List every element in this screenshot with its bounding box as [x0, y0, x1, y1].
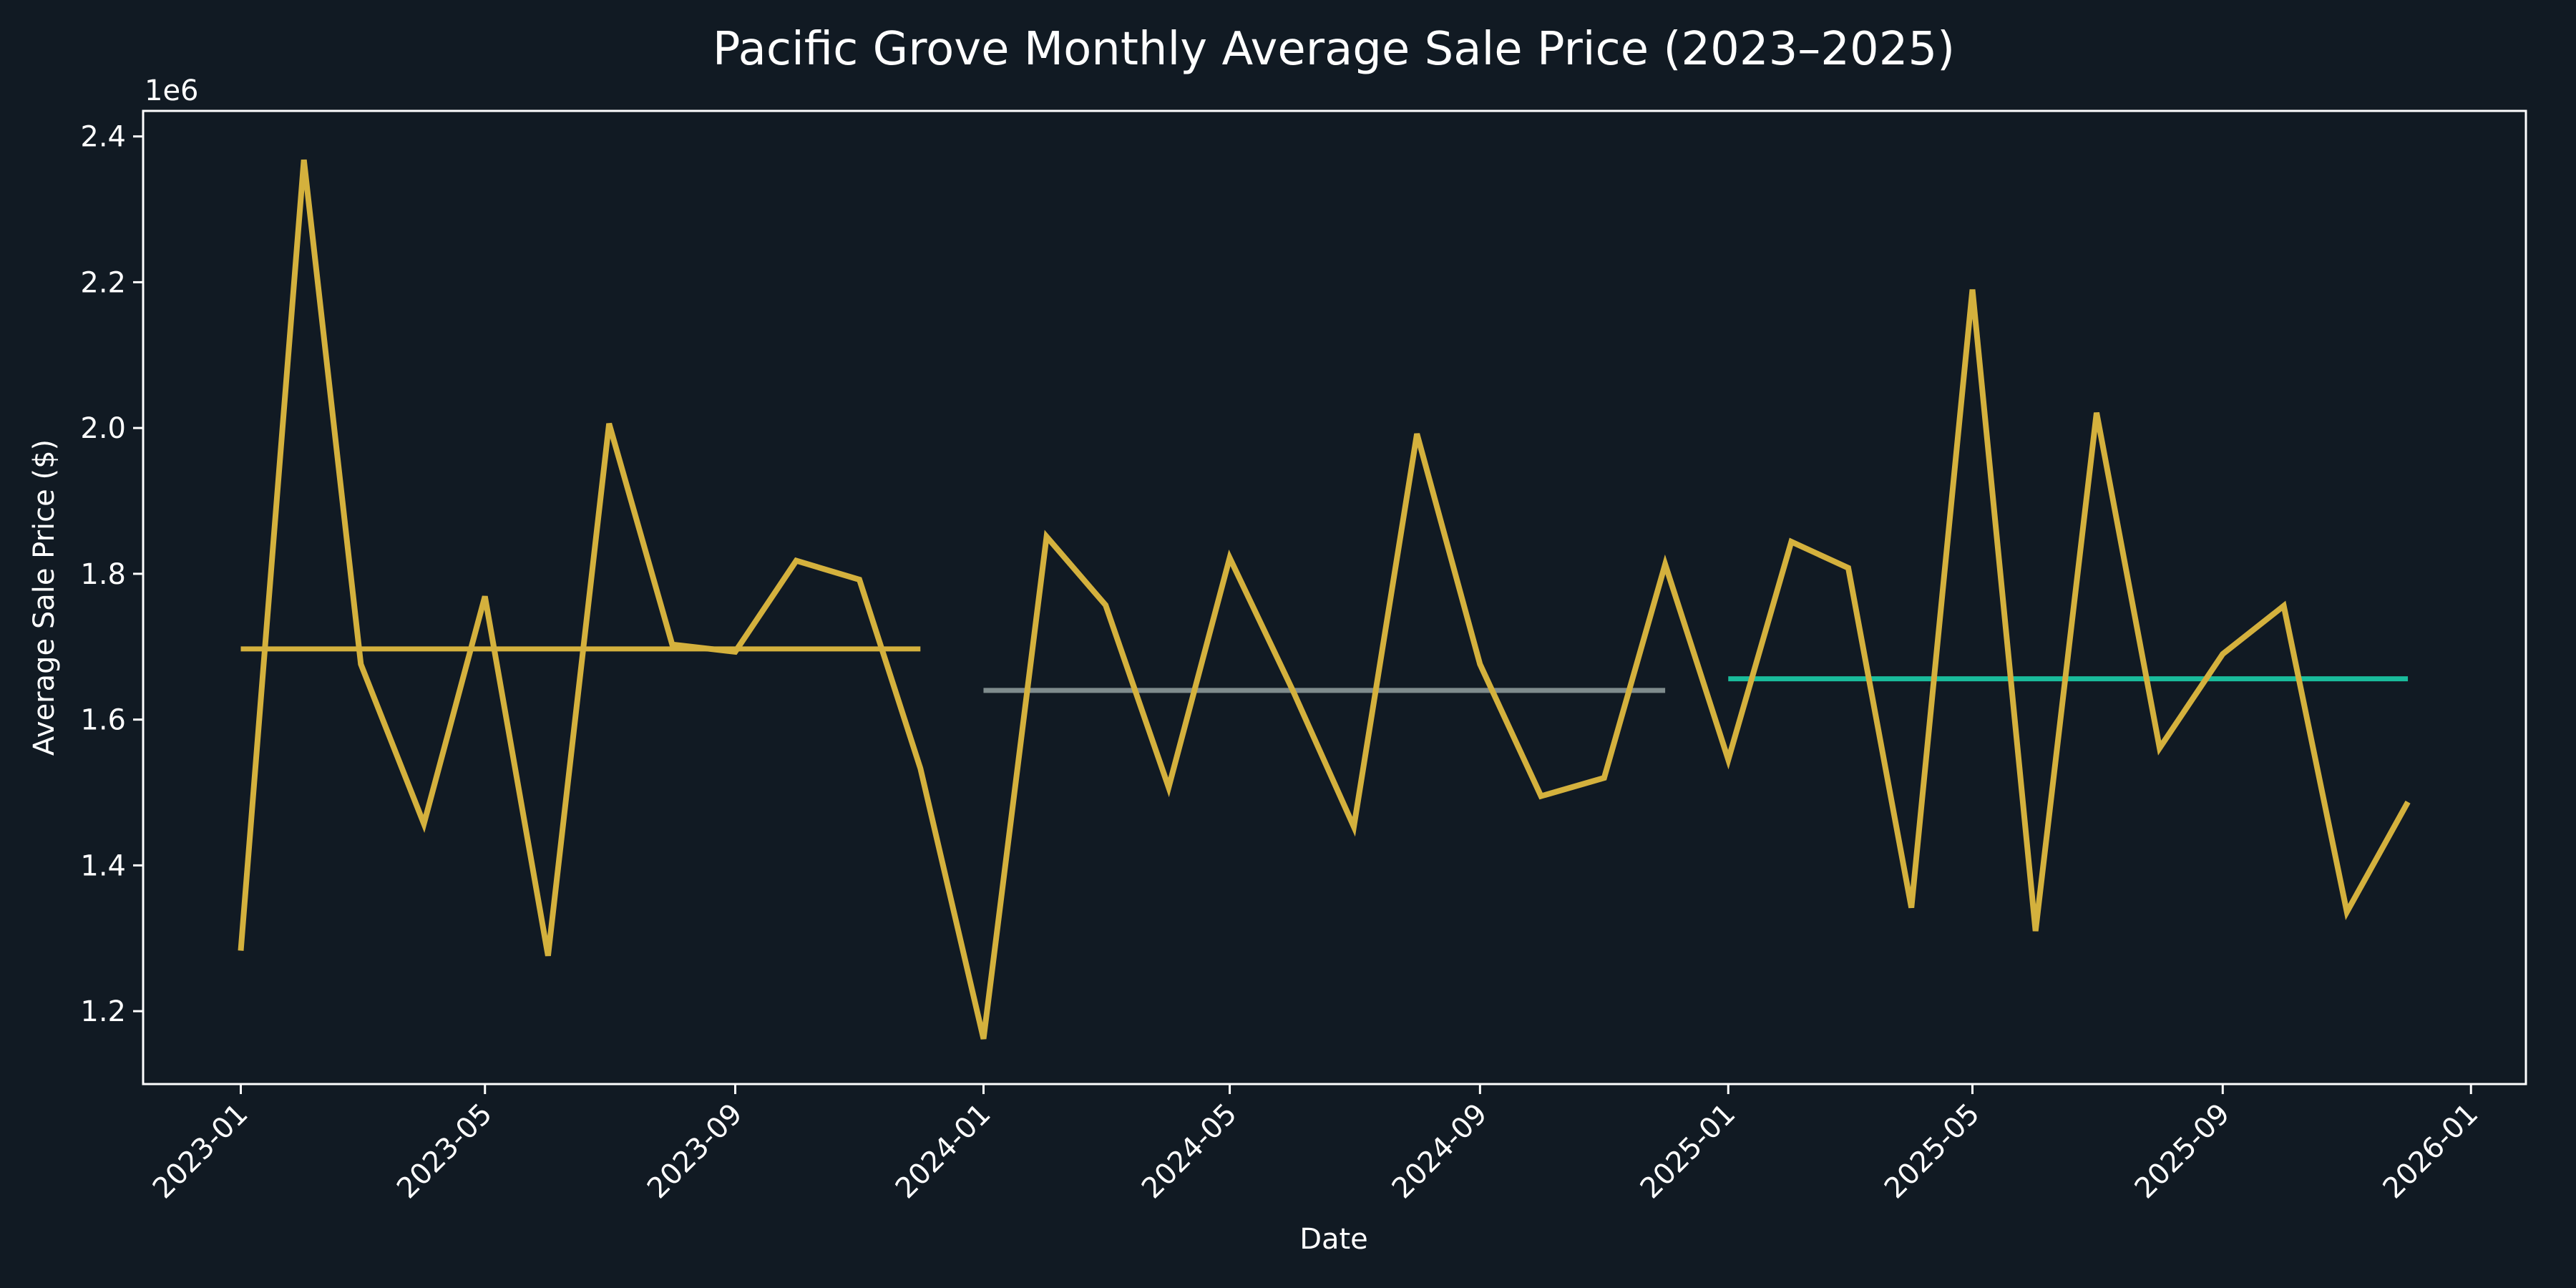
y-tick-label: 1.4: [80, 849, 126, 882]
y-tick-label: 2.4: [80, 121, 126, 154]
x-tick-label: 2025-05: [1878, 1098, 1986, 1206]
x-tick-label: 2024-09: [1386, 1098, 1494, 1206]
series-lines: [238, 159, 2411, 1040]
x-tick-label: 2025-09: [2129, 1098, 2237, 1206]
x-axis-ticks: 2023-01 2023-05 2023-09 2024-01 2024-05 2024-…: [147, 1084, 2484, 1205]
x-tick-label: 2024-01: [889, 1098, 997, 1206]
x-tick-label: 2023-05: [391, 1098, 499, 1206]
chart-title: Pacific Grove Monthly Average Sale Price…: [713, 23, 1955, 76]
y-tick-label: 1.2: [80, 995, 126, 1028]
y-axis-ticks: 1.2 1.4 1.6 1.8 2.0 2.2 2.4: [80, 121, 143, 1028]
x-axis-label: Date: [1299, 1223, 1368, 1256]
y-axis-label: Average Sale Price ($): [28, 439, 61, 756]
x-tick-label: 2023-01: [147, 1098, 255, 1206]
x-tick-label: 2024-05: [1136, 1098, 1244, 1206]
y-tick-label: 1.8: [80, 558, 126, 591]
y-tick-label: 2.0: [80, 412, 126, 445]
monthly-price-line: [238, 159, 2411, 1040]
x-tick-label: 2025-01: [1634, 1098, 1742, 1206]
y-axis-offset-label: 1e6: [145, 74, 199, 107]
x-tick-label: 2023-09: [641, 1098, 749, 1206]
y-tick-label: 1.6: [80, 704, 126, 737]
reference-lines: [240, 646, 2409, 693]
plot-area: [142, 109, 2527, 1085]
x-tick-label: 2026-01: [2377, 1098, 2485, 1206]
y-tick-label: 2.2: [80, 266, 126, 299]
